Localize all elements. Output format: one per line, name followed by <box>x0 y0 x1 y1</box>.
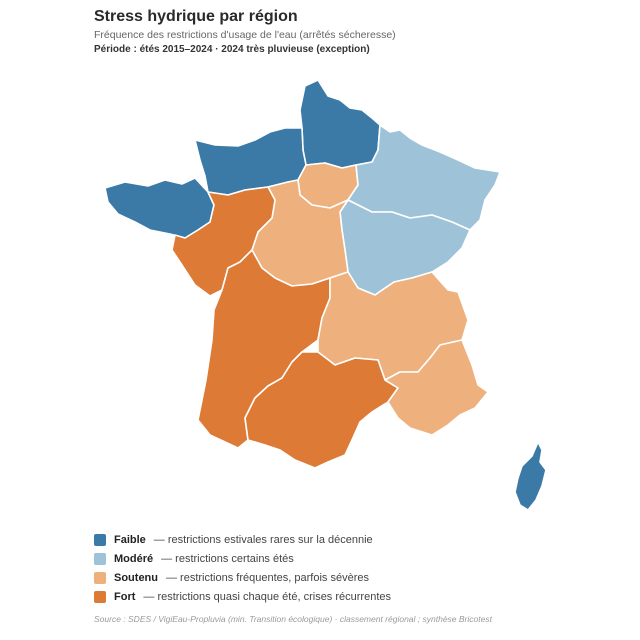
region-corse[interactable] <box>514 441 547 511</box>
region-provence-alpes-cote-d-azur[interactable] <box>384 339 489 436</box>
swatch-soutenu <box>94 571 106 584</box>
region-hauts-de-france[interactable] <box>299 79 381 169</box>
legend-label: Fort <box>114 590 136 603</box>
legend-label: Modéré <box>114 552 154 565</box>
region-bretagne[interactable] <box>104 177 215 239</box>
legend-description: — restrictions quasi chaque été, crises … <box>143 590 391 603</box>
swatch-fort <box>94 590 106 603</box>
period-note: Période : étés 2015–2024 · 2024 très plu… <box>94 44 370 55</box>
legend-description: — restrictions certains étés <box>161 552 294 565</box>
legend-item-fort: Fort — restrictions quasi chaque été, cr… <box>94 587 391 606</box>
swatch-faible <box>94 533 106 546</box>
legend: Faible — restrictions estivales rares su… <box>94 530 391 606</box>
legend-label: Faible <box>114 533 146 546</box>
region-occitanie[interactable] <box>244 351 399 469</box>
legend-description: — restrictions fréquentes, parfois sévèr… <box>166 571 369 584</box>
legend-item-modere: Modéré — restrictions certains étés <box>94 549 391 568</box>
page-subtitle: Fréquence des restrictions d'usage de l'… <box>94 29 396 41</box>
legend-description: — restrictions estivales rares sur la dé… <box>153 533 373 546</box>
swatch-modere <box>94 552 106 565</box>
legend-item-faible: Faible — restrictions estivales rares su… <box>94 530 391 549</box>
region-pays-de-la-loire[interactable] <box>171 186 276 297</box>
page-title: Stress hydrique par région <box>94 8 298 25</box>
legend-label: Soutenu <box>114 571 158 584</box>
source-note: Source : SDES / VigiEau-Propluvia (min. … <box>94 614 492 624</box>
legend-item-soutenu: Soutenu — restrictions fréquentes, parfo… <box>94 568 391 587</box>
